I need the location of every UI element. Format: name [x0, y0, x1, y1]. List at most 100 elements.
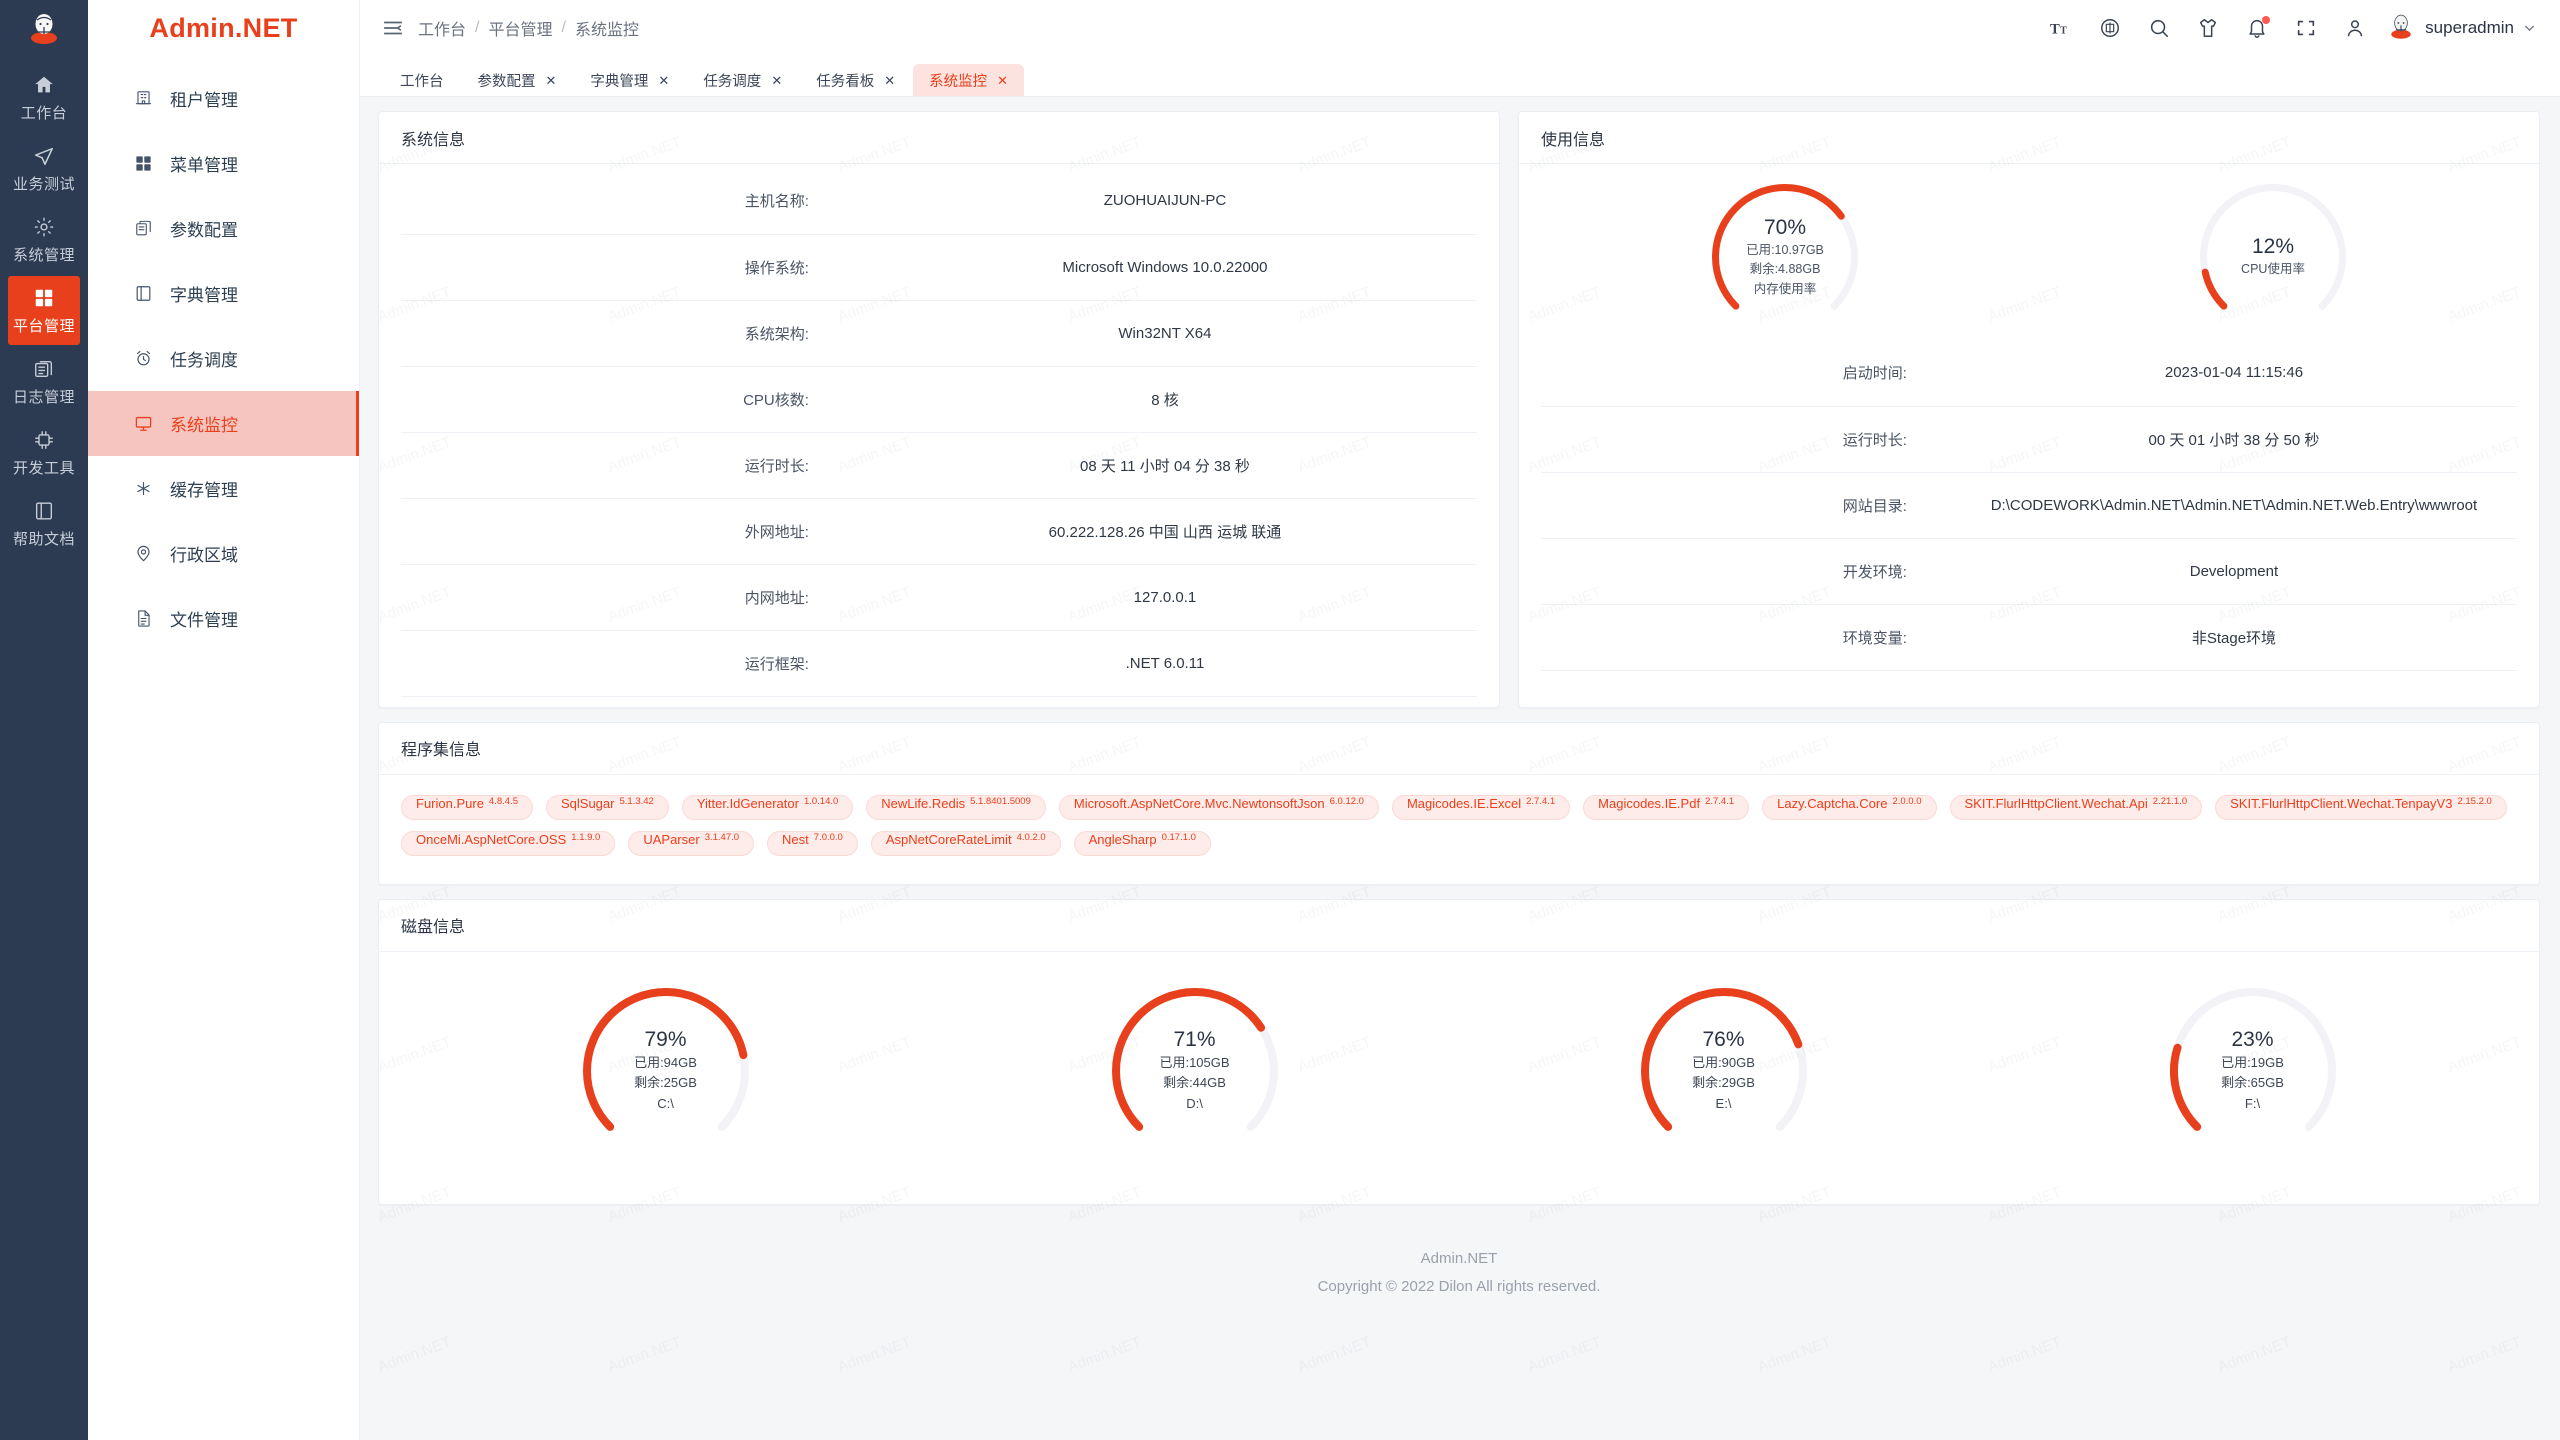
assembly-name: AspNetCoreRateLimit — [885, 831, 1012, 847]
system-info-row: 系统架构: Win32NT X64 — [401, 300, 1477, 367]
sidebar-item-1[interactable]: 租户管理 — [88, 66, 359, 131]
rail-item-label: 日志管理 — [12, 389, 75, 406]
tab-close-icon[interactable]: ✕ — [884, 72, 896, 88]
sidebar-item-label: 缓存管理 — [170, 481, 238, 500]
disk-gauge-list: 79% 已用:94GB 剩余:25GB C:\ 71% 已用:105GB 剩余:44GB D:… — [401, 956, 2517, 1194]
grid-icon — [33, 287, 55, 309]
assembly-version: 6.0.12.0 — [1329, 795, 1364, 807]
tab-close-icon[interactable]: ✕ — [771, 72, 783, 88]
notification-bell-icon[interactable] — [2246, 16, 2271, 39]
book-icon — [134, 284, 153, 303]
tab-close-icon[interactable]: ✕ — [997, 72, 1009, 88]
sidebar-item-6[interactable]: 系统监控 — [88, 391, 359, 456]
sidebar-item-4[interactable]: 字典管理 — [88, 261, 359, 326]
home-icon — [33, 74, 55, 96]
tab-4[interactable]: 任务调度 ✕ — [687, 64, 798, 96]
assembly-version: 0.17.1.0 — [1161, 831, 1196, 843]
usage-info-value: 00 天 01 小时 38 分 50 秒 — [1950, 406, 2517, 473]
sidebar-item-9[interactable]: 文件管理 — [88, 586, 359, 651]
tab-5[interactable]: 任务看板 ✕ — [800, 64, 911, 96]
assembly-tag-4: NewLife.Redis 5.1.8401.5009 — [866, 794, 1046, 820]
assembly-tag-8: Lazy.Captcha.Core 2.0.0.0 — [1762, 794, 1937, 820]
usage-info-card: 使用信息 70% 已用:10.97GB 剩余:4.88GB 内存使用率 12% CPU使用… — [1518, 111, 2540, 708]
rail-item-label: 平台管理 — [12, 318, 75, 335]
assembly-name: SKIT.FlurlHttpClient.Wechat.TenpayV3 — [2230, 795, 2453, 811]
usage-info-title: 使用信息 — [1519, 112, 2539, 164]
disk-gauge-3: 76% 已用:90GB 剩余:29GB E:\ — [1639, 986, 1809, 1156]
system-info-label: CPU核数: — [401, 366, 853, 433]
rail-item-1[interactable]: 工作台 — [8, 63, 80, 132]
sidebar-item-7[interactable]: 缓存管理 — [88, 456, 359, 521]
assembly-tag-2: SqlSugar 5.1.3.42 — [545, 794, 669, 820]
system-info-label: 内网地址: — [401, 564, 853, 631]
tab-1[interactable]: 工作台 — [384, 64, 460, 96]
disks-title: 磁盘信息 — [379, 900, 2539, 952]
assembly-version: 3.1.47.0 — [704, 831, 740, 843]
tab-3[interactable]: 字典管理 ✕ — [574, 64, 685, 96]
assembly-tag-12: UAParser 3.1.47.0 — [628, 830, 755, 856]
content-area: 系统信息 主机名称: ZUOHUAIJUN-PC 操作系统: Microsoft Wi… — [360, 97, 2560, 1440]
footer-copyright: Copyright © 2022 Dilon All rights reserv… — [1317, 1278, 1601, 1295]
fullscreen-icon[interactable] — [2295, 17, 2317, 39]
system-info-label: 运行时长: — [401, 432, 853, 499]
footer-brand: Admin.NET — [1420, 1249, 1498, 1267]
assembly-name: Nest — [782, 831, 809, 847]
sidebar-item-label: 系统监控 — [170, 416, 238, 435]
tab-6[interactable]: 系统监控 ✕ — [913, 64, 1025, 96]
assembly-tag-7: Magicodes.IE.Pdf 2.7.4.1 — [1583, 794, 1750, 820]
rail-item-7[interactable]: 帮助文档 — [8, 489, 80, 558]
usage-info-label: 启动时间: — [1541, 340, 1951, 407]
system-info-label: 外网地址: — [401, 498, 853, 565]
user-menu[interactable]: superadmin — [2386, 11, 2536, 46]
disk-gauge-2: 71% 已用:105GB 剩余:44GB D:\ — [1110, 986, 1280, 1156]
sidebar-item-8[interactable]: 行政区域 — [88, 521, 359, 586]
assemblies-card: 程序集信息 Furion.Pure 4.8.4.5 SqlSugar 5.1.3.42… — [378, 721, 2540, 885]
usage-info-row: 运行时长: 00 天 01 小时 38 分 50 秒 — [1541, 406, 2517, 473]
disk-gauge-4: 23% 已用:19GB 剩余:65GB F:\ — [2168, 986, 2338, 1156]
theme-icon[interactable] — [2197, 17, 2219, 39]
system-info-value: Win32NT X64 — [852, 300, 1477, 367]
chevron-down-icon[interactable] — [2523, 22, 2536, 35]
system-info-row: 运行框架: .NET 6.0.11 — [401, 630, 1477, 697]
gear-icon — [33, 216, 55, 238]
assemblies-title: 程序集信息 — [379, 723, 2539, 775]
breadcrumb-item-3: 系统监控 — [574, 22, 639, 39]
system-info-value: 08 天 11 小时 04 分 38 秒 — [852, 432, 1477, 499]
assembly-name: NewLife.Redis — [881, 795, 966, 811]
tab-2[interactable]: 参数配置 ✕ — [462, 64, 573, 96]
language-icon[interactable] — [2099, 17, 2121, 39]
rail-item-4[interactable]: 平台管理 — [8, 276, 80, 345]
assembly-tag-list: Furion.Pure 4.8.4.5 SqlSugar 5.1.3.42 Yitter… — [401, 779, 2517, 874]
avatar — [2386, 11, 2416, 46]
assembly-version: 5.1.8401.5009 — [970, 795, 1031, 807]
sidebar-item-2[interactable]: 菜单管理 — [88, 131, 359, 196]
font-size-icon[interactable]: T T — [2050, 17, 2072, 39]
account-icon[interactable] — [2344, 17, 2366, 39]
rail-item-6[interactable]: 开发工具 — [8, 418, 80, 487]
system-info-value: Microsoft Windows 10.0.22000 — [852, 234, 1477, 301]
send-icon — [33, 145, 55, 167]
assembly-name: Yitter.IdGenerator — [696, 795, 799, 811]
usage-info-row: 网站目录: D:\CODEWORK\Admin.NET\Admin.NET\Adm… — [1541, 472, 2517, 539]
breadcrumb: 工作台 / 平台管理 / 系统监控 — [418, 16, 639, 40]
usage-info-value: 非Stage环境 — [1950, 604, 2517, 671]
sidebar-item-5[interactable]: 任务调度 — [88, 326, 359, 391]
breadcrumb-item-1[interactable]: 工作台 — [418, 22, 467, 39]
svg-text:T: T — [2050, 22, 2060, 38]
rail-item-5[interactable]: 日志管理 — [8, 347, 80, 416]
sidebar-item-3[interactable]: 参数配置 — [88, 196, 359, 261]
rail-item-2[interactable]: 业务测试 — [8, 134, 80, 203]
monitor-icon — [134, 414, 153, 433]
breadcrumb-item-2[interactable]: 平台管理 — [488, 22, 553, 39]
usage-info-body: 70% 已用:10.97GB 剩余:4.88GB 内存使用率 12% CPU使用率 启动时… — [1519, 164, 2539, 681]
assembly-version: 5.1.3.42 — [619, 795, 654, 807]
assembly-name: SqlSugar — [560, 795, 615, 811]
secondary-nav-menu: Admin.NET 租户管理 菜单管理 参数配置 字典管理 任务调度系统监控缓存管理行政… — [88, 0, 360, 1440]
rail-item-3[interactable]: 系统管理 — [8, 205, 80, 274]
tab-close-icon[interactable]: ✕ — [658, 72, 670, 88]
menu-collapse-icon[interactable] — [382, 17, 404, 39]
search-icon[interactable] — [2148, 17, 2170, 39]
brand-title: Admin.NET — [149, 12, 298, 43]
tab-label: 任务调度 — [703, 73, 762, 90]
tab-close-icon[interactable]: ✕ — [545, 72, 557, 88]
